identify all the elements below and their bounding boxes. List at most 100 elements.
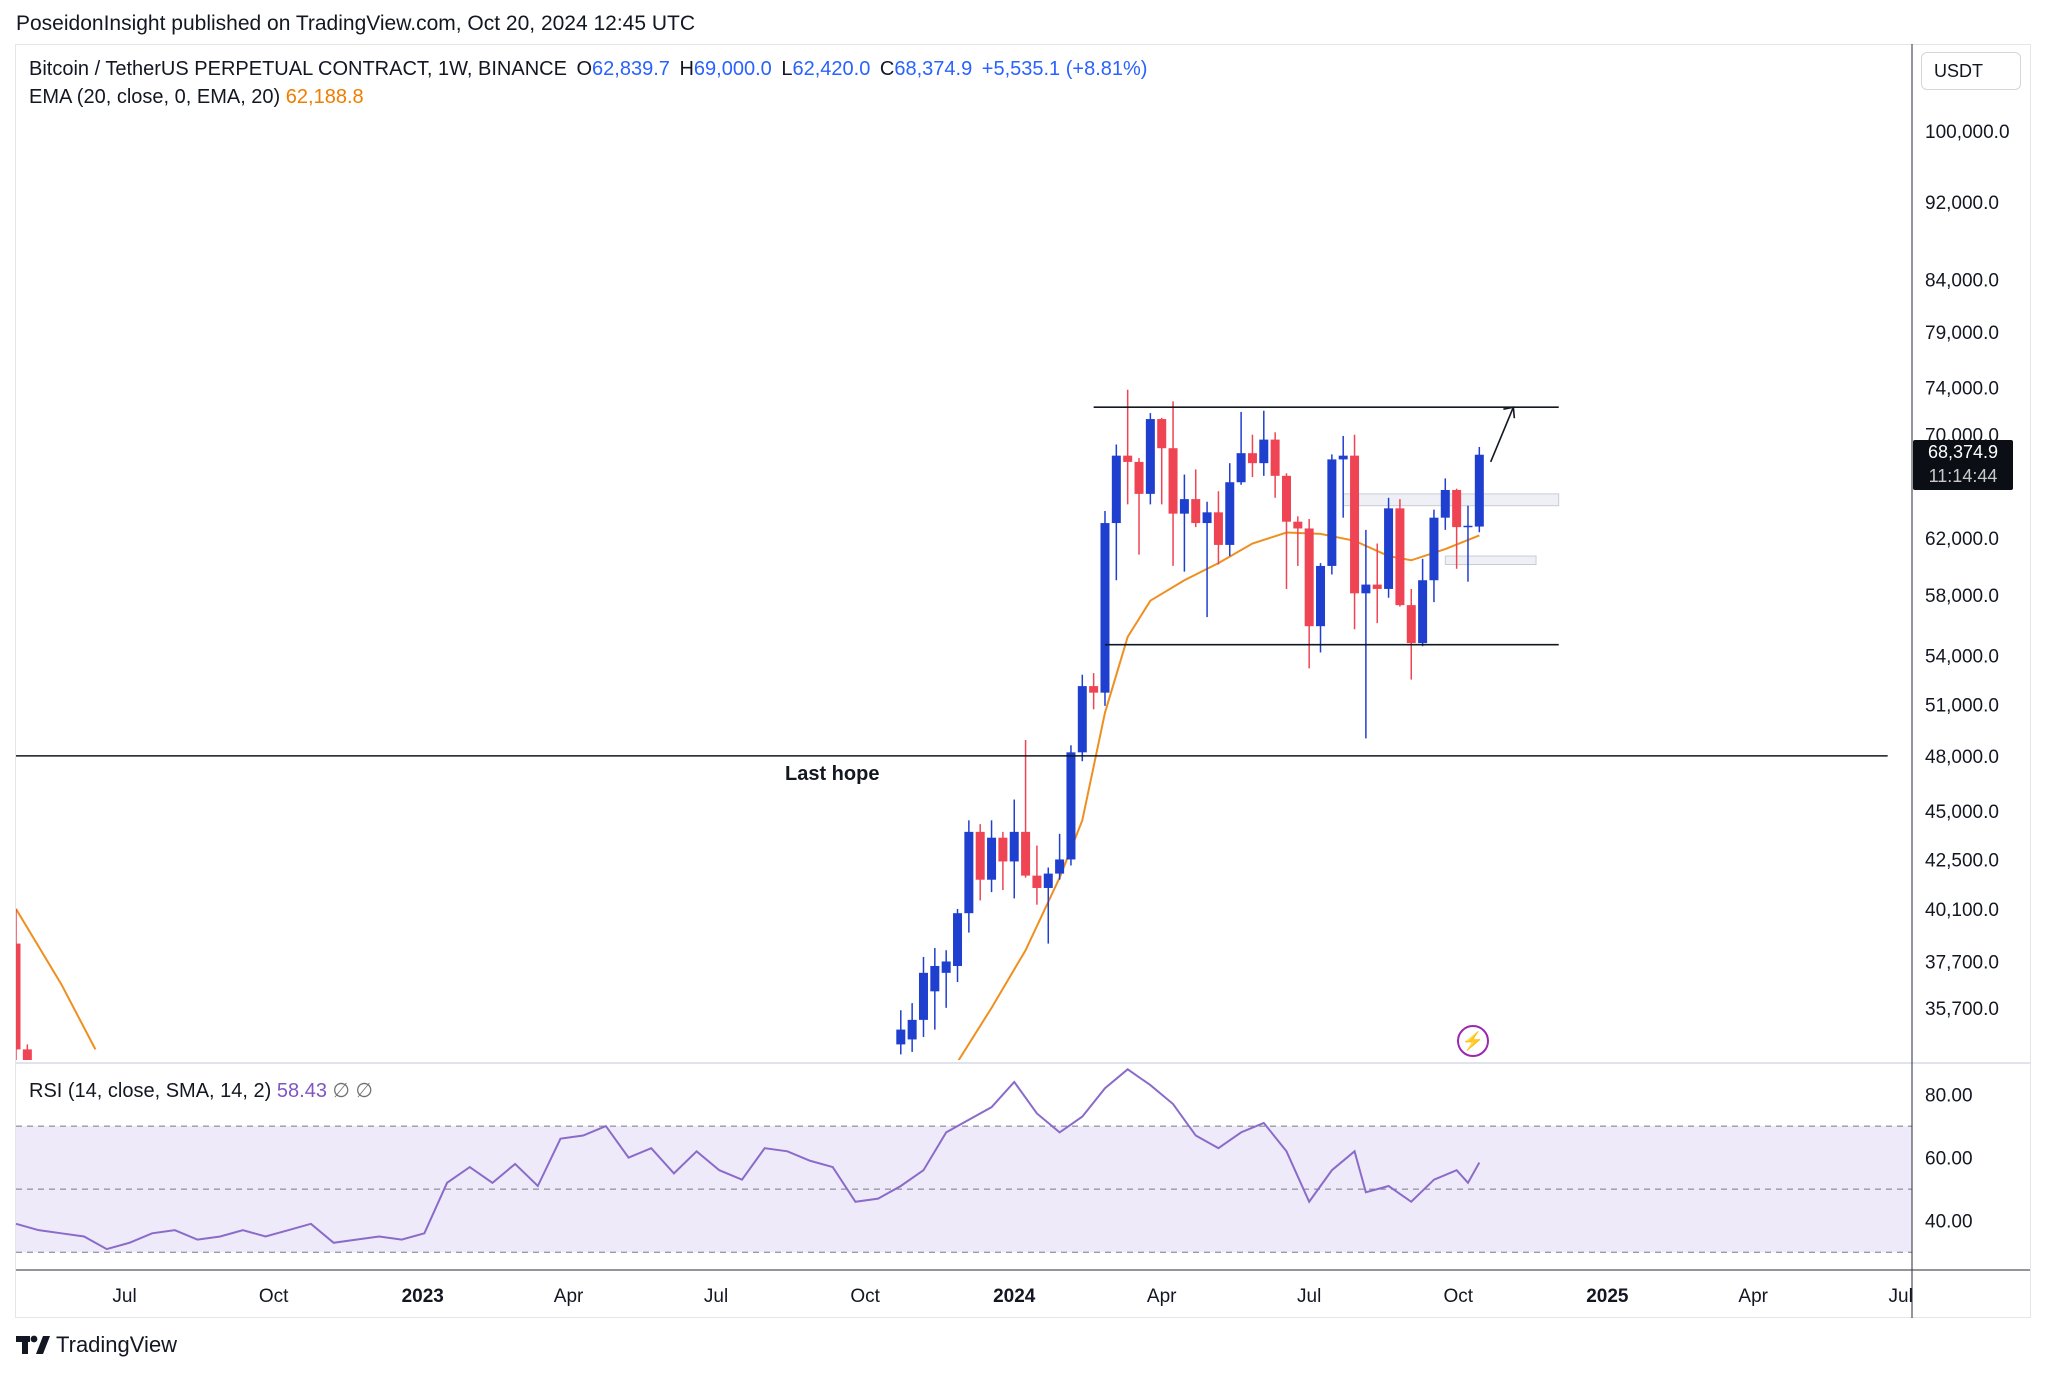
rsi-tick-label: 80.00 [1925, 1086, 1973, 1107]
symbol-legend: Bitcoin / TetherUS PERPETUAL CONTRACT, 1… [29, 58, 1151, 81]
candle-body [1247, 453, 1257, 464]
candle-body [930, 965, 940, 992]
candle-body [998, 837, 1008, 862]
rsi-hidden-icon-2[interactable]: ∅ [355, 1080, 373, 1102]
time-tick-label: Oct [850, 1286, 880, 1307]
footer-brand[interactable]: TradingView [16, 1332, 177, 1358]
chart-frame [15, 44, 2031, 1318]
candle-body [1077, 686, 1087, 753]
ema-line [957, 531, 1480, 1060]
candle-body [1350, 455, 1360, 594]
price-tick-label: 45,000.0 [1925, 802, 1999, 823]
time-tick-label: Apr [554, 1286, 584, 1307]
candle-body [941, 961, 951, 973]
candle-body [918, 972, 928, 1020]
candle-body [1293, 521, 1303, 529]
open-value: 62,839.7 [592, 58, 670, 80]
currency-selector[interactable]: USDT [1921, 52, 2021, 90]
price-tick-label: 51,000.0 [1925, 695, 1999, 716]
trend-arrow-head [1503, 406, 1516, 419]
rsi-hidden-icon-1[interactable]: ∅ [332, 1080, 350, 1102]
candle-body [1395, 508, 1405, 606]
candle-body [1179, 499, 1189, 514]
price-tick-label: 54,000.0 [1925, 647, 1999, 668]
time-tick-label: 2025 [1586, 1286, 1629, 1307]
price-tick-label: 100,000.0 [1925, 122, 2010, 143]
candle-body [1032, 875, 1042, 888]
trend-arrow [1489, 406, 1515, 463]
candle-body [1191, 499, 1201, 524]
candle-body [1418, 580, 1428, 644]
axes-layer: 80.00 60.00 40.00 100,000.0 92,000.0 84,000.0… [16, 44, 2030, 1318]
candle-body [1123, 455, 1133, 462]
rsi-tick-label: 60.00 [1925, 1149, 1973, 1170]
candle-body [1429, 517, 1439, 581]
candle-body [1316, 565, 1326, 627]
candle-body [975, 831, 985, 880]
candle-body [1009, 831, 1019, 862]
rsi-value: 58.43 [276, 1080, 327, 1102]
price-tick-label: 92,000.0 [1925, 193, 1999, 214]
drawings-layer: Last hope [16, 406, 1888, 785]
price-tick-label: 48,000.0 [1925, 747, 1999, 768]
candle-body [1021, 831, 1031, 876]
time-tick-label: 2023 [402, 1286, 444, 1307]
open-label: O [576, 58, 593, 80]
time-tick-label: Jul [704, 1286, 728, 1307]
candle-body [1452, 489, 1462, 528]
ema-line [16, 908, 97, 1050]
candle-body [1157, 419, 1167, 449]
time-tick-label: Jul [1297, 1286, 1321, 1307]
publish-line: PoseidonInsight published on TradingView… [16, 12, 696, 35]
order-block-zone [1342, 493, 1560, 507]
price-tick-label: 40,100.0 [1925, 900, 1999, 921]
price-tick-label: 35,700.0 [1925, 999, 1999, 1020]
candle-body [1225, 482, 1235, 545]
high-label: H [679, 58, 694, 80]
candle-body [1384, 508, 1394, 589]
candle-body [22, 1049, 32, 1060]
rsi-legend: RSI (14, close, SMA, 14, 2) 58.43 ∅ ∅ [29, 1078, 373, 1103]
zones-layer [1342, 493, 1560, 566]
close-label: C [879, 58, 895, 80]
candle-body [1134, 461, 1144, 494]
time-tick-label: Jul [1889, 1286, 1913, 1307]
candle-body [1338, 455, 1348, 460]
time-tick-label: 2024 [993, 1286, 1036, 1307]
rsi-label: RSI (14, close, SMA, 14, 2) [29, 1080, 272, 1102]
candle-body [1100, 523, 1110, 693]
tradingview-logo-icon [16, 1335, 50, 1354]
candle-body [1043, 873, 1053, 888]
candle-body [896, 1029, 906, 1045]
candle-body [964, 831, 974, 914]
candle-body [1055, 859, 1065, 874]
lightning-icon[interactable]: ⚡ [1457, 1025, 1489, 1057]
price-tick-label: 42,500.0 [1925, 850, 1999, 871]
low-value: 62,420.0 [792, 58, 871, 80]
time-tick-label: Oct [259, 1286, 289, 1307]
candle-body [907, 1019, 917, 1040]
time-tick-label: Oct [1443, 1286, 1473, 1307]
low-label: L [781, 58, 793, 80]
ema-layer [16, 531, 1480, 1060]
time-tick-label: Jul [112, 1286, 136, 1307]
time-tick-label: Apr [1147, 1286, 1177, 1307]
order-block-zone [1444, 555, 1537, 566]
line-label: Last hope [785, 763, 879, 785]
last-price-tag: 68,374.9 11:14:44 [1913, 440, 2013, 490]
symbol-name: Bitcoin / TetherUS PERPETUAL CONTRACT, 1… [29, 58, 567, 80]
ema-legend: EMA (20, close, 0, EMA, 20) 62,188.8 [29, 86, 364, 109]
candle-body [1066, 752, 1076, 860]
candle-body [1281, 475, 1291, 522]
price-tick-label: 37,700.0 [1925, 952, 1999, 973]
candle-body [1111, 455, 1121, 524]
candle-body [1270, 439, 1280, 476]
close-value: 68,374.9 [894, 58, 973, 80]
last-price: 68,374.9 [1927, 442, 1999, 462]
change-value: +5,535.1 (+8.81%) [981, 58, 1148, 80]
candle-body [1361, 584, 1371, 594]
candle-body [1327, 459, 1337, 566]
candle-body [1236, 453, 1246, 483]
price-tick-label: 62,000.0 [1925, 529, 1999, 550]
